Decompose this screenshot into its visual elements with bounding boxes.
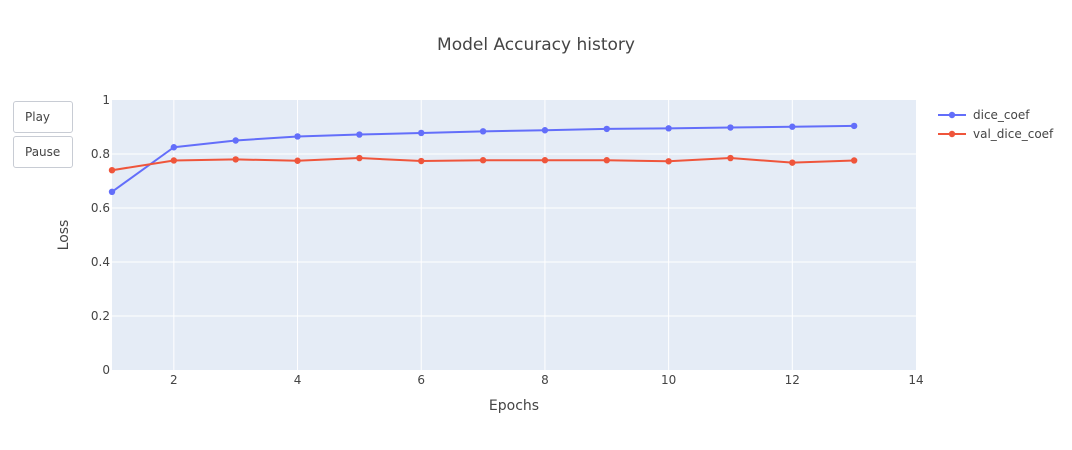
data-point-dice_coef [108, 188, 116, 195]
data-point-val_dice_coef [541, 157, 549, 164]
grid-lines [112, 100, 916, 370]
legend-label: val_dice_coef [973, 127, 1054, 141]
x-tick-label: 12 [785, 373, 800, 387]
data-point-val_dice_coef [665, 158, 672, 165]
y-tick-label: 0.2 [91, 309, 110, 323]
x-tick-label: 2 [170, 373, 178, 387]
data-point-val_dice_coef [418, 157, 425, 165]
data-point-dice_coef [170, 144, 178, 151]
data-point-dice_coef [727, 124, 734, 131]
legend-marker [948, 111, 956, 119]
legend-marker [948, 130, 956, 138]
y-tick-label: 0 [102, 363, 110, 377]
data-point-dice_coef [541, 127, 549, 134]
x-tick-label: 14 [908, 373, 923, 387]
y-tick-label: 0.6 [91, 201, 110, 215]
data-point-val_dice_coef [789, 159, 796, 166]
legend-item-val_dice_coef[interactable]: val_dice_coef [938, 127, 1054, 141]
data-point-dice_coef [356, 131, 363, 138]
play-button[interactable]: Play [13, 101, 73, 133]
data-point-val_dice_coef [294, 157, 301, 164]
data-point-dice_coef [418, 129, 425, 137]
data-point-val_dice_coef [850, 157, 858, 164]
legend-label: dice_coef [973, 108, 1030, 122]
x-tick-label: 10 [661, 373, 676, 387]
x-tick-label: 8 [541, 373, 549, 387]
data-point-dice_coef [479, 128, 487, 135]
chart-title: Model Accuracy history [437, 35, 635, 55]
x-tick-label: 6 [417, 373, 425, 387]
data-point-val_dice_coef [727, 154, 734, 162]
series-layer [108, 122, 858, 195]
data-point-dice_coef [232, 137, 239, 144]
data-point-val_dice_coef [603, 157, 610, 164]
data-point-dice_coef [665, 125, 672, 132]
data-point-dice_coef [850, 122, 858, 130]
tick-labels: 2 4 6 8 10 12 14 0 0.2 0.4 0.6 0.8 1 [91, 93, 924, 387]
y-tick-label: 1 [102, 93, 110, 107]
y-axis-title: Loss [56, 220, 72, 251]
data-point-val_dice_coef [356, 154, 363, 162]
legend-item-dice_coef[interactable]: dice_coef [938, 108, 1030, 122]
x-axis-title: Epochs [489, 398, 539, 414]
legend[interactable]: dice_coef val_dice_coef [938, 108, 1054, 141]
data-point-dice_coef [603, 125, 610, 133]
data-point-val_dice_coef [232, 156, 239, 163]
data-point-val_dice_coef [479, 157, 487, 164]
data-point-dice_coef [294, 133, 301, 140]
data-point-val_dice_coef [108, 167, 116, 174]
x-tick-label: 4 [294, 373, 302, 387]
y-tick-label: 0.4 [91, 255, 110, 269]
data-point-val_dice_coef [170, 157, 178, 164]
pause-button[interactable]: Pause [13, 136, 73, 168]
data-point-dice_coef [789, 123, 796, 130]
y-tick-label: 0.8 [91, 147, 110, 161]
plot-area [112, 100, 916, 370]
